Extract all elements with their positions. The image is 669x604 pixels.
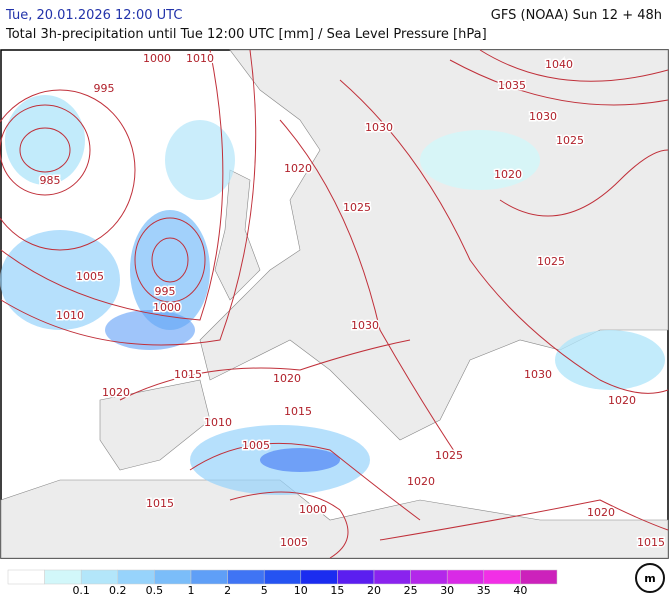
legend-label: 35 <box>477 584 491 597</box>
legend-label: 1 <box>188 584 195 597</box>
isobar-label: 1010 <box>56 309 84 322</box>
isobar-label: 1025 <box>435 449 463 462</box>
isobar-label: 1010 <box>186 52 214 65</box>
legend-swatch <box>446 569 485 585</box>
isobar-label: 1015 <box>146 497 174 510</box>
legend-swatch <box>300 569 338 585</box>
legend-label: 10 <box>294 584 308 597</box>
isobar-label: 1015 <box>637 536 665 549</box>
isobar-label: 1030 <box>529 110 557 123</box>
legend-label: 5 <box>261 584 268 597</box>
isobar-label: 985 <box>40 174 61 187</box>
legend-swatch <box>520 569 558 585</box>
legend-swatch <box>154 569 192 585</box>
isobar-label: 1020 <box>494 168 522 181</box>
svg-text:m: m <box>644 572 655 585</box>
legend-swatch <box>373 569 411 585</box>
legend-label: 0.1 <box>72 584 90 597</box>
legend-swatch <box>80 569 119 585</box>
isobar-label: 1030 <box>365 121 393 134</box>
legend-label: 15 <box>330 584 344 597</box>
legend: 0.1 0.2 0.5 1 2 5 10 15 20 25 30 35 40 <box>7 569 558 597</box>
isobar-label: 995 <box>155 285 176 298</box>
isobar-label: 1025 <box>537 255 565 268</box>
isobar-label: 1000 <box>153 301 181 314</box>
isobar-label: 1005 <box>76 270 104 283</box>
isobar-label: 1015 <box>284 405 312 418</box>
isobar-label: 1015 <box>174 368 202 381</box>
legend-swatch <box>190 569 228 585</box>
isobar-label: 1020 <box>407 475 435 488</box>
legend-swatch <box>227 569 265 585</box>
isobar-label: 1025 <box>556 134 584 147</box>
legend-label: 30 <box>440 584 454 597</box>
isobar-label: 1035 <box>498 79 526 92</box>
datetime: Tue, 20.01.2026 12:00 UTC <box>5 8 182 23</box>
legend-label: 0.2 <box>109 584 127 597</box>
legend-label: 0.5 <box>146 584 164 597</box>
legend-swatch <box>483 569 521 585</box>
isobar-label: 1025 <box>343 201 371 214</box>
legend-swatch <box>337 569 375 585</box>
isobar-label: 1005 <box>242 439 270 452</box>
legend-swatch <box>410 569 448 585</box>
map: 1000 101099598510051010995100010151020102… <box>0 49 669 559</box>
isobar-label: 1000 <box>143 52 171 65</box>
logo: m <box>635 563 665 593</box>
isobar-label: 1040 <box>545 58 573 71</box>
isobar-label: 995 <box>94 82 115 95</box>
isobar-label: 1020 <box>102 386 130 399</box>
subtitle: Total 3h-precipitation until Tue 12:00 U… <box>5 27 487 42</box>
isobar-label: 1020 <box>608 394 636 407</box>
isobar-label: 1005 <box>280 536 308 549</box>
model-run: GFS (NOAA) Sun 12 + 48h <box>491 8 662 23</box>
isobar-label: 1020 <box>587 506 615 519</box>
legend-label: 25 <box>404 584 418 597</box>
legend-swatch <box>44 569 82 585</box>
legend-label: 2 <box>224 584 231 597</box>
isobar-label: 1030 <box>524 368 552 381</box>
legend-label: 40 <box>513 584 527 597</box>
legend-label: 20 <box>367 584 381 597</box>
legend-swatch <box>7 569 45 585</box>
isobar-label: 1020 <box>284 162 312 175</box>
isobar-label: 1000 <box>299 503 327 516</box>
isobar-label: 1020 <box>273 372 301 385</box>
isobar-label: 1010 <box>204 416 232 429</box>
legend-swatch <box>263 569 302 585</box>
legend-swatch <box>117 569 155 585</box>
isobar-label: 1030 <box>351 319 379 332</box>
